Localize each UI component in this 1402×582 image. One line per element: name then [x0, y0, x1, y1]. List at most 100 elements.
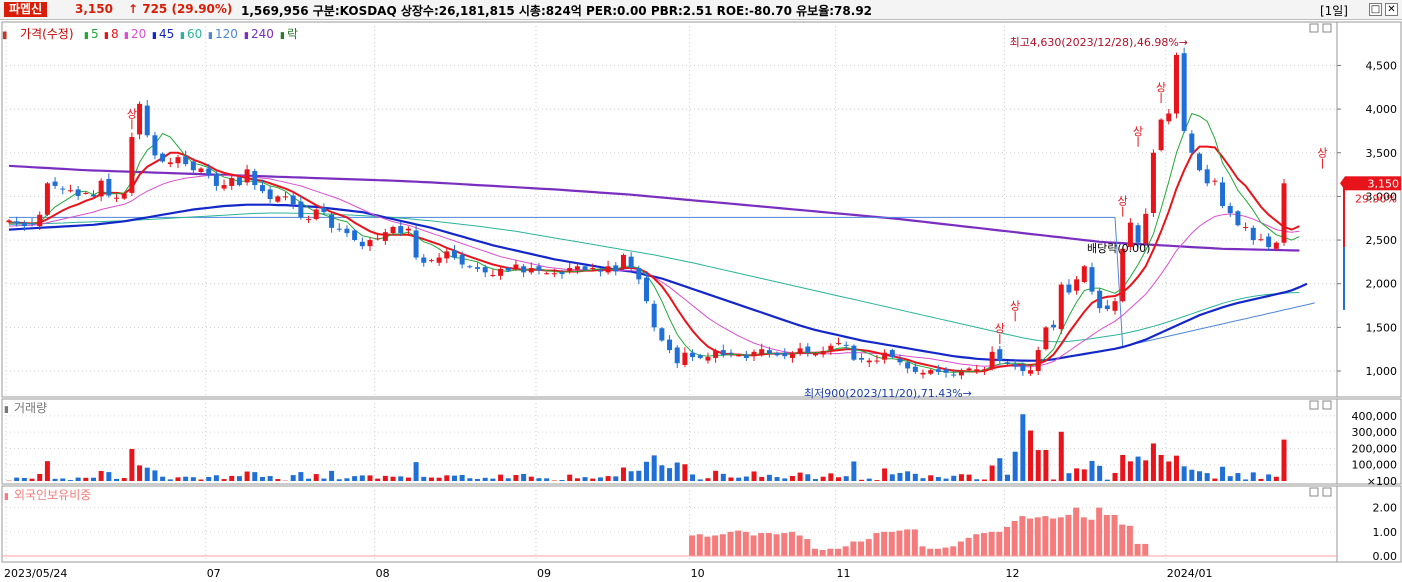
candle-body: [1258, 239, 1264, 241]
volume-bar: [674, 462, 680, 481]
volume-bar: [513, 475, 519, 481]
volume-bar: [236, 476, 242, 481]
volume-bar: [75, 477, 81, 481]
volume-bar: [475, 479, 481, 481]
candle-body: [190, 161, 196, 171]
volume-bar: [290, 475, 296, 481]
candle-body: [559, 272, 565, 275]
candle-body: [728, 352, 734, 354]
volume-bar: [951, 475, 957, 481]
legend-marker: ▮: [2, 30, 8, 41]
candle-body: [298, 201, 304, 218]
x-tick-label: 12: [1005, 567, 1019, 580]
volume-bar: [766, 474, 772, 481]
candle-body: [482, 267, 488, 273]
volume-bar: [644, 461, 649, 481]
foreign-bar: [704, 536, 711, 556]
stock-name[interactable]: 파멥신: [4, 2, 48, 17]
candle-body: [306, 219, 312, 221]
candle-body: [713, 350, 719, 358]
foreign-bar: [865, 539, 872, 556]
candle-body: [114, 197, 120, 199]
candle-body: [859, 357, 865, 360]
volume-bar: [1197, 471, 1203, 481]
volume-bar: [60, 478, 66, 481]
candle-body: [912, 366, 918, 372]
panel-frame: [1, 21, 1338, 398]
candle-body: [444, 251, 450, 259]
candle-body: [889, 350, 895, 358]
panel-minimize-icon: [1309, 487, 1319, 497]
volume-bar: [966, 474, 972, 481]
foreign-bar: [950, 546, 957, 556]
period-selector[interactable]: [1일]: [1319, 4, 1348, 18]
candle-body: [183, 156, 189, 165]
volume-bar: [490, 478, 496, 481]
volume-bar: [889, 474, 895, 481]
close-icon[interactable]: ✕: [1385, 3, 1398, 16]
ma240-line: [8, 164, 1300, 252]
low-annotation: 최저900(2023/11/20),71.43%→: [804, 387, 972, 400]
volume-tick-label: 300,000: [1352, 426, 1398, 439]
volume-tick-label: 400,000: [1352, 410, 1398, 423]
candle-body: [1004, 362, 1010, 365]
candle-body: [1227, 206, 1233, 213]
candle-body: [620, 254, 626, 269]
volume-bar: [482, 477, 488, 481]
foreign-bar: [881, 531, 888, 556]
volume-bar: [705, 478, 711, 481]
volume-bar: [83, 477, 89, 481]
foreign-bar: [835, 548, 842, 556]
volume-bar: [98, 471, 104, 481]
volume-bar: [1243, 479, 1249, 481]
stock-chart[interactable]: 1,000 1,500 2,000 2,500 3,000 3,500 4,000 4,500…: [0, 20, 1402, 582]
candle-body: [14, 221, 20, 224]
stock-info: 1,569,956 구분:KOSDAQ 상장수:26,181,815 시총:82…: [241, 4, 873, 18]
foreign-bar: [858, 541, 865, 556]
current-price: 3,150: [75, 2, 113, 16]
candle-body: [828, 345, 834, 351]
volume-bar: [413, 462, 419, 481]
volume-bar: [851, 461, 857, 481]
volume-bar: [528, 476, 534, 481]
volume-bar: [805, 474, 811, 481]
foreign-bar: [1042, 516, 1049, 556]
volume-bar: [728, 477, 734, 481]
foreign-bar: [980, 533, 987, 556]
volume-bar: [928, 475, 934, 481]
axis-frame: [1336, 21, 1402, 398]
volume-bar: [306, 478, 312, 481]
foreign-bar: [973, 534, 980, 556]
candle-body: [766, 350, 772, 354]
candle-body: [436, 257, 442, 263]
candle-body: [413, 230, 419, 258]
foreign-bar: [750, 535, 757, 556]
candle-body: [229, 178, 235, 186]
candle-body: [743, 355, 749, 358]
candle-body: [759, 349, 765, 355]
candle-body: [774, 352, 780, 356]
legend-marker: ▮: [4, 492, 9, 502]
candle-body: [851, 345, 857, 360]
volume-bar: [636, 470, 642, 481]
candle-body: [981, 369, 987, 371]
volume-bar: [459, 474, 465, 481]
foreign-bar: [1126, 525, 1133, 556]
candle-body: [590, 268, 596, 270]
candle-body: [1235, 211, 1241, 226]
candle-body: [75, 189, 81, 196]
candle-body: [390, 226, 396, 234]
candle-body: [475, 267, 481, 269]
candle-body: [551, 273, 557, 275]
volume-tick-label: ×100: [1367, 475, 1397, 488]
candle-body: [882, 352, 888, 360]
volume-bar: [613, 476, 619, 481]
restore-icon[interactable]: □: [1369, 3, 1382, 16]
candle-body: [1243, 226, 1249, 228]
candle-body: [106, 178, 112, 196]
volume-bar: [267, 476, 273, 481]
candle-body: [367, 240, 373, 247]
candle-body: [152, 135, 158, 156]
candle-body: [1066, 284, 1072, 293]
volume-bar: [720, 473, 726, 481]
